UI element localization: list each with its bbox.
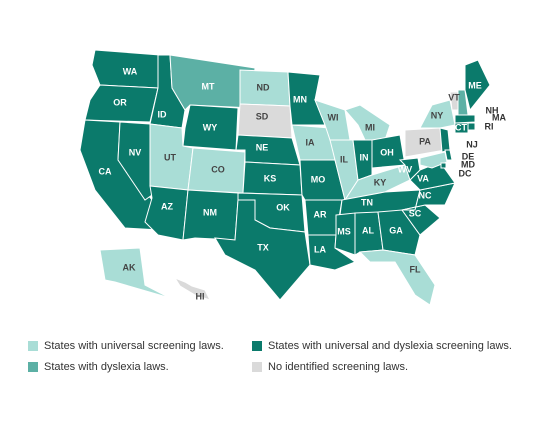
state-label: ME (468, 80, 482, 90)
state-label: VT (448, 92, 460, 102)
state-label: AL (362, 225, 374, 235)
state-label: WI (328, 112, 339, 122)
state (182, 104, 239, 151)
state-label: FL (410, 264, 421, 274)
state (467, 122, 476, 131)
state-label: WA (123, 66, 138, 76)
state-label: NM (203, 207, 217, 217)
state-label: IA (306, 137, 316, 147)
state-label: KS (264, 173, 277, 183)
state-label: UT (164, 152, 176, 162)
state-label: ID (158, 109, 168, 119)
state-label: OK (276, 202, 290, 212)
state-label: MN (293, 94, 307, 104)
state-label: NY (431, 110, 444, 120)
state-label: PA (419, 136, 431, 146)
state-label: SC (409, 208, 422, 218)
state-label: MS (337, 226, 351, 236)
state-label: MA (492, 112, 506, 122)
state-label: MD (461, 159, 475, 169)
state-label: SD (256, 111, 269, 121)
state-label: VA (417, 173, 429, 183)
state (99, 247, 171, 299)
state-label: WY (203, 122, 218, 132)
state-label: IL (340, 154, 349, 164)
state-label: CA (99, 166, 112, 176)
legend-label: States with universal and dyslexia scree… (268, 340, 512, 352)
state (464, 59, 491, 112)
state-label: CO (211, 164, 225, 174)
state (440, 162, 447, 169)
state-label: KY (374, 177, 387, 187)
legend: States with universal screening laws. Sta… (28, 340, 512, 373)
state-label: HI (196, 291, 205, 301)
legend-swatch (28, 341, 38, 351)
state-label: CT (455, 122, 467, 132)
legend-label: No identified screening laws. (268, 361, 408, 373)
state-label: TX (257, 242, 269, 252)
state-label: MI (365, 122, 375, 132)
legend-label: States with universal screening laws. (44, 340, 224, 352)
state-label: LA (314, 244, 326, 254)
state-label: AZ (161, 201, 173, 211)
state-label: ND (257, 82, 270, 92)
state-label: DC (459, 168, 472, 178)
state (398, 157, 421, 181)
legend-swatch (28, 362, 38, 372)
state (84, 84, 159, 123)
state-label: OR (113, 97, 127, 107)
state (439, 127, 451, 153)
state-label: DE (462, 151, 475, 161)
state (214, 199, 311, 301)
state-label: NC (419, 190, 432, 200)
legend-label: States with dyslexia laws. (44, 361, 169, 373)
states (79, 49, 491, 306)
state (454, 122, 469, 134)
state-label: TN (361, 197, 373, 207)
state (358, 249, 436, 306)
state (173, 276, 211, 301)
state-label: WV (398, 164, 413, 174)
state-label: NE (256, 142, 269, 152)
state-label: OH (380, 147, 394, 157)
state-label: AR (314, 209, 327, 219)
state-label: MO (311, 174, 326, 184)
state-label: GA (389, 225, 403, 235)
legend-swatch (252, 362, 262, 372)
state (334, 212, 356, 256)
state-label: MT (202, 81, 215, 91)
state (419, 151, 448, 169)
state-label: RI (485, 121, 494, 131)
state-label: NJ (466, 139, 478, 149)
state-label: NV (129, 147, 142, 157)
state-labels: WA OR CA NV ID MT WY UT CO AZ NM ND SD NE KS OK TX MN IA MO… (99, 66, 507, 301)
state (419, 99, 456, 129)
state-label: AK (123, 262, 136, 272)
state (454, 114, 476, 124)
state-label: NH (486, 105, 499, 115)
legend-swatch (252, 341, 262, 351)
state-label: IN (360, 152, 369, 162)
